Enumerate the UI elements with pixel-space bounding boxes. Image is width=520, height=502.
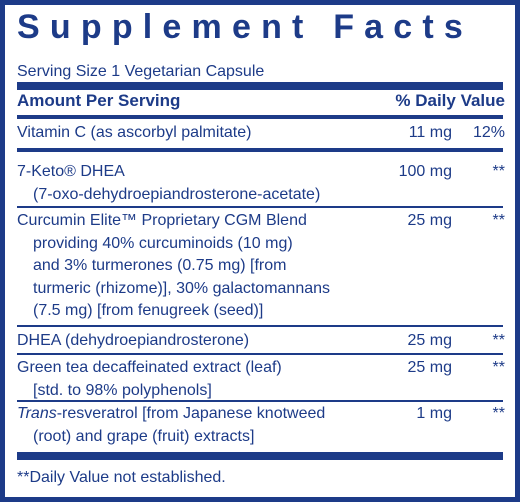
daily-value: ** xyxy=(492,332,505,349)
amount-header: Amount Per Serving xyxy=(17,91,181,110)
amount: 1 mg xyxy=(416,405,452,422)
row-rule xyxy=(17,206,503,208)
daily-value: ** xyxy=(492,405,505,422)
ingredient-name: (root) and grape (fruit) extracts] xyxy=(33,427,255,445)
ingredient-italic: Trans xyxy=(17,405,57,422)
thick-rule xyxy=(17,82,503,90)
amount: 100 mg xyxy=(398,163,452,180)
ingredient-name: 7-Keto® DHEA xyxy=(17,163,125,180)
row-rule xyxy=(17,400,503,402)
amount: 25 mg xyxy=(407,359,452,376)
amount: 25 mg xyxy=(407,332,452,349)
row-rule xyxy=(17,325,503,327)
daily-value: 12% xyxy=(472,124,505,141)
row-rule xyxy=(17,353,503,355)
ingredient-name: Trans-resveratrol [from Japanese knotwee… xyxy=(17,404,325,424)
daily-value: ** xyxy=(492,212,505,229)
ingredient-name: and 3% turmerones (0.75 mg) [from xyxy=(33,257,287,275)
ingredient-name: turmeric (rhizome)], 30% galactomannans xyxy=(33,279,331,297)
ingredient-name: Curcumin Elite™ Proprietary CGM Blend xyxy=(17,212,307,229)
ingredient-name: Vitamin C (as ascorbyl palmitate) xyxy=(17,124,252,141)
serving-size: Serving Size 1 Vegetarian Capsule xyxy=(17,63,265,80)
daily-value-header: % Daily Value xyxy=(395,91,505,110)
ingredient-name: (7-oxo-dehydroepiandrosterone-acetate) xyxy=(33,185,321,203)
title: Supplement Facts xyxy=(17,8,474,46)
daily-value: ** xyxy=(492,359,505,376)
daily-value: ** xyxy=(492,163,505,180)
footnote: **Daily Value not established. xyxy=(17,469,226,486)
header-rule xyxy=(17,115,503,119)
thick-rule xyxy=(17,452,503,460)
ingredient-name: Green tea decaffeinated extract (leaf) xyxy=(17,359,282,376)
ingredient-name: [std. to 98% polyphenols] xyxy=(33,381,212,399)
amount: 25 mg xyxy=(407,212,452,229)
ingredient-name: DHEA (dehydroepiandrosterone) xyxy=(17,332,250,349)
amount: 11 mg xyxy=(408,124,452,141)
row-rule xyxy=(17,148,503,152)
ingredient-name: (7.5 mg) [from fenugreek (seed)] xyxy=(33,302,264,320)
ingredient-name-rest: -resveratrol [from Japanese knotweed xyxy=(56,405,326,422)
ingredient-name: providing 40% curcuminoids (10 mg) xyxy=(33,234,293,252)
